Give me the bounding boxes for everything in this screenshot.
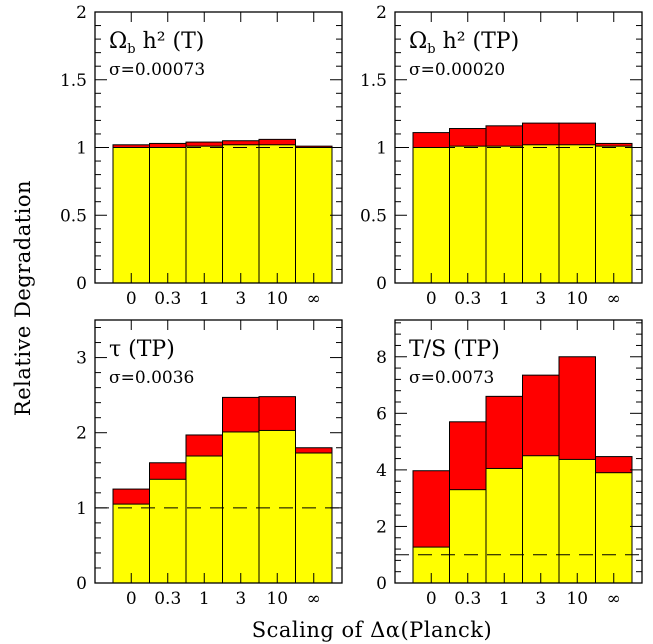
bar-base bbox=[222, 144, 260, 284]
panel-title: T/S (TP) bbox=[409, 337, 500, 362]
x-tick-label: 3 bbox=[535, 289, 546, 309]
x-tick-label: 0 bbox=[426, 289, 437, 309]
bar-base bbox=[185, 145, 223, 284]
y-tick-label: 0.5 bbox=[360, 206, 387, 226]
chart-panel-2: 0 0.3 1 3 10 ∞ 0 0.5 1 1.5 2 Ωb h² (TP) σ=0.00020 bbox=[360, 3, 643, 309]
x-tick-label: 3 bbox=[535, 589, 546, 609]
x-tick-label: ∞ bbox=[307, 589, 321, 609]
x-tick-label: ∞ bbox=[307, 289, 321, 309]
x-tick-label: 1 bbox=[199, 289, 210, 309]
bar-base bbox=[595, 472, 633, 584]
bar-base bbox=[149, 478, 187, 584]
x-tick-label: 10 bbox=[266, 589, 288, 609]
x-tick-label: 1 bbox=[499, 589, 510, 609]
y-tick-label: 1.5 bbox=[60, 71, 87, 91]
x-tick-label: 10 bbox=[566, 289, 588, 309]
y-tick-label: 0.5 bbox=[60, 206, 87, 226]
x-tick-label: 0 bbox=[126, 589, 137, 609]
x-tick-label: ∞ bbox=[607, 589, 621, 609]
panel-sigma: σ=0.0073 bbox=[409, 368, 494, 388]
bar-base bbox=[185, 455, 223, 584]
y-tick-label: 1 bbox=[76, 499, 87, 519]
x-tick-label: 0 bbox=[426, 589, 437, 609]
bar-base bbox=[295, 147, 333, 284]
x-tick-label: 1 bbox=[199, 589, 210, 609]
x-tick-label: 1 bbox=[499, 289, 510, 309]
panel-sigma: σ=0.00073 bbox=[109, 60, 205, 80]
bar-base bbox=[595, 145, 633, 284]
bar-base bbox=[258, 429, 296, 584]
plot-frame bbox=[94, 319, 343, 584]
bar-base bbox=[112, 147, 150, 284]
y-tick-label: 4 bbox=[376, 461, 387, 481]
x-tick-label: 0 bbox=[126, 289, 137, 309]
panel-title: τ (TP) bbox=[109, 337, 175, 362]
y-tick-label: 0 bbox=[76, 274, 87, 294]
y-tick-label: 2 bbox=[376, 3, 387, 23]
bar-base bbox=[449, 145, 487, 284]
y-tick-label: 2 bbox=[76, 3, 87, 23]
x-tick-label: 0.3 bbox=[454, 289, 481, 309]
bar-base bbox=[522, 144, 560, 284]
chart-panel-4: 0 0.3 1 3 10 ∞ 0 2 4 6 8 T/S (TP) σ=0.0073 bbox=[376, 319, 643, 609]
panel-sigma: σ=0.0036 bbox=[109, 368, 194, 388]
y-tick-label: 8 bbox=[376, 348, 387, 368]
plot-frame bbox=[94, 11, 343, 284]
x-tick-label: 0.3 bbox=[154, 589, 181, 609]
bar-base bbox=[558, 458, 596, 584]
bar-base bbox=[149, 147, 187, 284]
panel-sigma: σ=0.00020 bbox=[409, 60, 505, 80]
plot-frame bbox=[394, 319, 643, 584]
y-tick-label: 1 bbox=[76, 139, 87, 159]
x-tick-label: 10 bbox=[266, 289, 288, 309]
bar-base bbox=[449, 489, 487, 584]
y-tick-label: 1 bbox=[376, 139, 387, 159]
plot-frame bbox=[394, 11, 643, 284]
bar-base bbox=[412, 147, 450, 284]
bar-base bbox=[112, 503, 150, 584]
y-tick-label: 2 bbox=[76, 424, 87, 444]
chart-panel-1: 0 0.3 1 3 10 ∞ 0 0.5 1 1.5 2 Ωb h² (T) σ=0.00073 bbox=[60, 3, 343, 309]
panel-title: Ωb h² (TP) bbox=[409, 29, 519, 57]
x-axis-label: Scaling of Δα(Planck) bbox=[252, 618, 492, 642]
bar-base bbox=[522, 455, 560, 584]
x-tick-label: 3 bbox=[235, 589, 246, 609]
bar-base bbox=[558, 144, 596, 284]
y-tick-label: 3 bbox=[76, 349, 87, 369]
bar-base bbox=[258, 144, 296, 284]
x-tick-label: 0.3 bbox=[454, 589, 481, 609]
y-tick-label: 0 bbox=[376, 574, 387, 594]
y-axis-label: Relative Degradation bbox=[11, 180, 35, 416]
y-tick-label: 6 bbox=[376, 404, 387, 424]
y-tick-label: 1.5 bbox=[360, 71, 387, 91]
panel-title: Ωb h² (T) bbox=[109, 29, 204, 57]
x-tick-label: 3 bbox=[235, 289, 246, 309]
x-tick-label: 0.3 bbox=[154, 289, 181, 309]
bar-base bbox=[485, 145, 523, 284]
x-tick-label: 10 bbox=[566, 589, 588, 609]
bar-base bbox=[485, 467, 523, 584]
y-tick-label: 2 bbox=[376, 517, 387, 537]
bar-base bbox=[295, 452, 333, 584]
y-tick-label: 0 bbox=[376, 274, 387, 294]
x-tick-label: ∞ bbox=[607, 289, 621, 309]
chart-panel-3: 0 0.3 1 3 10 ∞ 0 1 2 3 τ (TP) σ=0.0036 bbox=[76, 319, 343, 609]
y-tick-label: 0 bbox=[76, 574, 87, 594]
